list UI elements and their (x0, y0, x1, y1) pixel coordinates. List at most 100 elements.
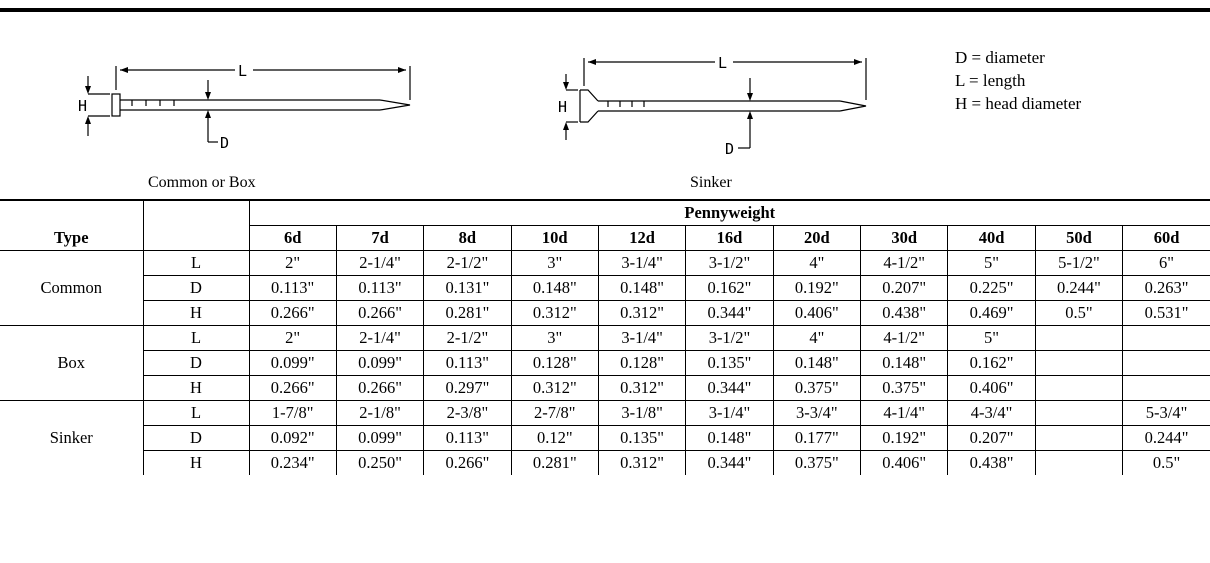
value-cell: 4-1/2" (860, 325, 948, 351)
value-cell: 0.375" (860, 375, 948, 401)
value-cell: 0.312" (510, 300, 599, 326)
col-20d: 20d (772, 225, 861, 251)
value-cell: 0.469" (947, 300, 1036, 326)
value-cell: 2-1/4" (335, 325, 424, 351)
value-cell: 0.263" (1122, 275, 1210, 301)
value-cell: 6" (1122, 250, 1210, 276)
value-cell: 0.438" (860, 300, 948, 326)
value-cell: 5" (947, 250, 1036, 276)
value-cell: 0.266" (335, 375, 424, 401)
value-cell: 2-7/8" (510, 400, 599, 426)
col-40d: 40d (947, 225, 1036, 251)
value-cell: 0.312" (510, 375, 599, 401)
value-cell: 4-1/2" (860, 250, 948, 276)
dimension-cell: H (142, 300, 249, 326)
type-cell: Sinker (0, 400, 143, 475)
value-cell: 0.148" (510, 275, 599, 301)
value-cell: 0.128" (597, 350, 686, 376)
value-cell: 0.244" (1034, 275, 1123, 301)
value-cell: 3" (510, 250, 599, 276)
value-cell: 5-3/4" (1122, 400, 1210, 426)
col-7d: 7d (335, 225, 424, 251)
common-h-label: H (78, 97, 87, 115)
dimension-cell: D (142, 425, 249, 451)
pennyweight-header: Pennyweight (248, 199, 1210, 226)
legend: D = diameter L = length H = head diamete… (955, 46, 1081, 115)
value-cell: 0.192" (860, 425, 948, 451)
table-row: D 0.099" 0.099" 0.113" 0.128" 0.128" 0.135" 0.1… (0, 350, 1210, 376)
col-6d: 6d (248, 225, 337, 251)
value-cell: 2" (248, 250, 337, 276)
value-cell: 0.250" (335, 450, 424, 475)
table-body: Common L 2" 2-1/4" 2-1/2" 3" 3-1/4" 3-1/2" 4" 4-1… (0, 250, 1210, 475)
value-cell: 0.297" (423, 375, 512, 401)
value-cell: 0.312" (597, 450, 686, 475)
top-rule (0, 8, 1210, 12)
value-cell: 3-3/4" (772, 400, 861, 426)
value-cell: 0.438" (947, 450, 1036, 475)
table-row: Sinker L 1-7/8" 2-1/8" 2-3/8" 2-7/8" 3-1/8" 3-1… (0, 400, 1210, 475)
value-cell: 4" (772, 325, 861, 351)
value-cell: 0.266" (248, 300, 337, 326)
sinker-l-label: L (718, 54, 727, 72)
col-10d: 10d (510, 225, 599, 251)
value-cell: 0.225" (947, 275, 1036, 301)
value-cell: 1-7/8" (248, 400, 337, 426)
value-cell: 0.131" (423, 275, 512, 301)
value-cell: 0.344" (685, 450, 774, 475)
dimension-cell: L (142, 250, 249, 276)
value-cell (1034, 450, 1123, 475)
value-cell: 0.406" (947, 375, 1036, 401)
value-cell: 0.5" (1034, 300, 1123, 326)
value-cell: 0.406" (772, 300, 861, 326)
dimension-cell: D (142, 350, 249, 376)
value-cell: 0.192" (772, 275, 861, 301)
value-cell: 0.148" (860, 350, 948, 376)
value-cell: 4" (772, 250, 861, 276)
type-cell: Box (0, 325, 143, 401)
value-cell: 0.281" (423, 300, 512, 326)
value-cell: 2-1/2" (423, 325, 512, 351)
col-12d: 12d (597, 225, 686, 251)
value-cell: 0.375" (772, 375, 861, 401)
value-cell: 0.312" (597, 300, 686, 326)
value-cell: 0.113" (423, 425, 512, 451)
value-cell: 0.344" (685, 375, 774, 401)
common-d-label: D (220, 134, 229, 152)
value-cell: 0.266" (423, 450, 512, 475)
value-cell: 0.207" (947, 425, 1036, 451)
value-cell: 2-3/8" (423, 400, 512, 426)
value-cell: 4-1/4" (860, 400, 948, 426)
nail-size-table: Pennyweight Type 6d 7d 8d 10d 12d 16d 20… (0, 199, 1210, 475)
value-cell: 5" (947, 325, 1036, 351)
value-cell: 2-1/4" (335, 250, 424, 276)
value-cell (1034, 350, 1123, 376)
value-cell: 0.375" (772, 450, 861, 475)
value-cell: 0.344" (685, 300, 774, 326)
common-caption: Common or Box (148, 174, 256, 191)
value-cell (1034, 425, 1123, 451)
value-cell: 0.135" (597, 425, 686, 451)
value-cell (1122, 325, 1210, 351)
col-30d: 30d (860, 225, 948, 251)
value-cell: 3-1/4" (597, 325, 686, 351)
value-cell: 0.5" (1122, 450, 1210, 475)
value-cell: 0.148" (772, 350, 861, 376)
legend-length: L = length (955, 71, 1026, 90)
value-cell (1034, 375, 1123, 401)
value-cell: 0.406" (860, 450, 948, 475)
value-cell: 0.266" (248, 375, 337, 401)
value-cell: 3-1/4" (597, 250, 686, 276)
common-l-label: L (238, 62, 247, 80)
header-row-group: Pennyweight (0, 199, 1210, 226)
dimension-cell: L (142, 325, 249, 351)
legend-diameter: D = diameter (955, 48, 1045, 67)
col-50d: 50d (1034, 225, 1123, 251)
type-cell: Common (0, 250, 143, 326)
common-nail-diagram: L H D (78, 62, 411, 152)
value-cell: 2-1/8" (335, 400, 424, 426)
value-cell: 3-1/4" (685, 400, 774, 426)
value-cell: 0.099" (248, 350, 337, 376)
value-cell: 0.234" (248, 450, 337, 475)
value-cell: 5-1/2" (1034, 250, 1123, 276)
